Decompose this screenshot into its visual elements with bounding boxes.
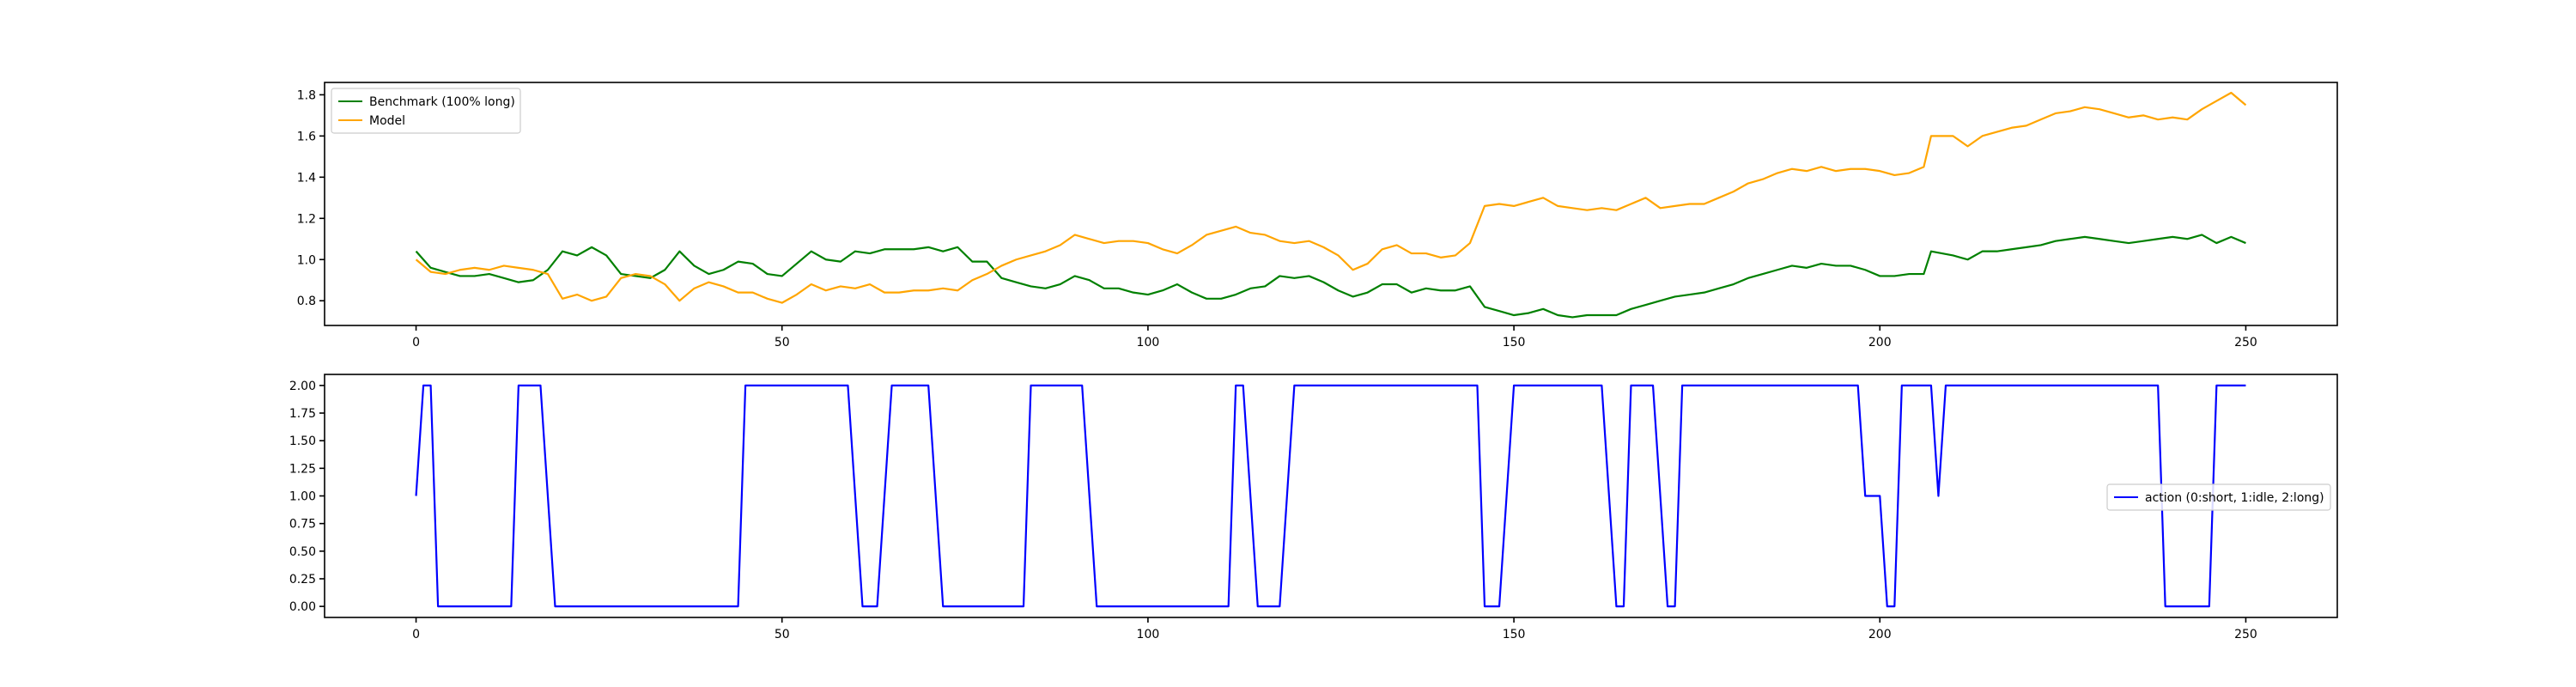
x-tick-label: 250 (2234, 336, 2257, 350)
y-tick-label: 1.25 (289, 462, 316, 476)
series-line-0 (415, 234, 2246, 319)
legend-entry-action: action (0:short, 1:idle, 2:long) (2114, 491, 2324, 505)
legend-label-action: action (0:short, 1:idle, 2:long) (2145, 491, 2324, 505)
plot-frame-top (324, 82, 2338, 326)
y-tick-label: 0.75 (289, 518, 316, 532)
y-tick-label: 1.8 (297, 88, 316, 102)
y-tick-label: 0.50 (289, 545, 316, 559)
legend-entry-benchmark: Benchmark (100% long) (338, 95, 515, 109)
legend-frame (331, 88, 521, 134)
x-axis-ticks: 0 50 100 150 200 250 (412, 325, 2257, 350)
y-tick-label: 1.2 (297, 212, 316, 226)
x-tick-label: 150 (1503, 628, 1526, 641)
series-line-1 (415, 91, 2247, 304)
x-axis-ticks: 0 50 100 150 200 250 (412, 617, 2257, 641)
subplot-portfolio-value: 0 50 100 150 200 250 0.8 1.0 1.2 1.4 1.6 1.8 Bench… (297, 82, 2338, 350)
legend-label-benchmark: Benchmark (100% long) (369, 95, 515, 109)
x-tick-label: 150 (1503, 336, 1526, 350)
legend-top: Benchmark (100% long) Model (331, 88, 521, 134)
x-tick-label: 0 (412, 336, 420, 350)
portfolio-series-lines (415, 91, 2247, 319)
y-tick-label: 1.0 (297, 253, 316, 267)
y-axis-ticks: 0.8 1.0 1.2 1.4 1.6 1.8 (297, 88, 325, 308)
legend-entry-model: Model (338, 114, 405, 128)
series-line-0 (415, 384, 2246, 608)
x-tick-label: 200 (1868, 628, 1892, 641)
y-tick-label: 1.75 (289, 407, 316, 421)
y-tick-label: 0.25 (289, 573, 316, 587)
y-tick-label: 1.6 (297, 130, 316, 143)
legend-label-model: Model (369, 114, 405, 128)
y-tick-label: 2.00 (289, 380, 316, 393)
x-tick-label: 250 (2234, 628, 2257, 641)
legend-frame (2106, 483, 2331, 511)
y-axis-ticks: 0.00 0.25 0.50 0.75 1.00 1.25 1.50 1.75 2.00 (289, 380, 325, 614)
y-tick-label: 0.8 (297, 295, 316, 308)
y-tick-label: 1.50 (289, 435, 316, 448)
x-tick-label: 50 (775, 336, 790, 350)
x-tick-label: 100 (1137, 628, 1160, 641)
x-tick-label: 100 (1137, 336, 1160, 350)
action-series-line (415, 384, 2246, 608)
y-tick-label: 1.4 (297, 171, 316, 185)
y-tick-label: 1.00 (289, 490, 316, 504)
y-tick-label: 0.00 (289, 600, 316, 614)
x-tick-label: 0 (412, 628, 420, 641)
legend-bottom: action (0:short, 1:idle, 2:long) (2106, 483, 2331, 511)
subplot-actions: 0 50 100 150 200 250 0.00 0.25 0.50 0.75 1.00 1.25… (289, 374, 2338, 641)
x-tick-label: 50 (775, 628, 790, 641)
x-tick-label: 200 (1868, 336, 1892, 350)
